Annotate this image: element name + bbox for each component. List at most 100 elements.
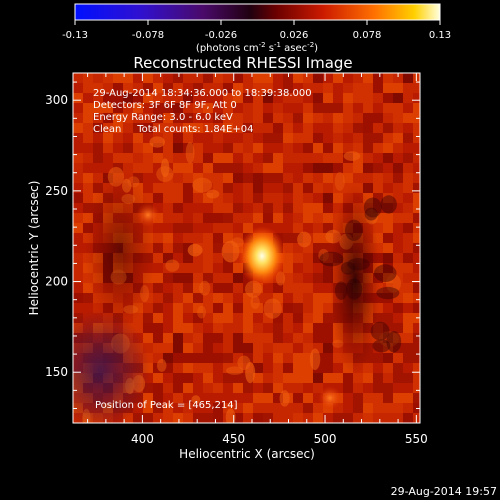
image-pixel xyxy=(163,393,173,403)
image-pixel xyxy=(343,403,353,413)
image-pixel xyxy=(373,393,383,403)
image-pixel xyxy=(403,253,413,263)
image-pixel xyxy=(263,383,273,393)
image-pixel xyxy=(243,193,253,203)
image-pixel xyxy=(393,123,403,133)
image-pixel xyxy=(93,143,103,153)
image-pixel xyxy=(383,213,393,223)
image-pixel xyxy=(283,233,293,243)
image-pixel xyxy=(73,133,83,143)
image-pixel xyxy=(233,193,243,203)
image-pixel xyxy=(283,223,293,233)
image-pixel xyxy=(323,143,333,153)
image-pixel xyxy=(163,123,173,133)
image-pixel xyxy=(153,203,163,213)
image-pixel xyxy=(243,413,253,423)
image-pixel xyxy=(83,103,93,113)
image-pixel xyxy=(173,243,183,253)
colorbar-tick-label: -0.13 xyxy=(62,30,88,41)
y-axis-tick-labels: 150 200 250 300 xyxy=(45,93,68,379)
image-pixel xyxy=(73,213,83,223)
plot-frame xyxy=(72,72,421,424)
image-pixel xyxy=(343,393,353,403)
image-pixel xyxy=(393,223,403,233)
image-pixel xyxy=(393,103,403,113)
image-pixel xyxy=(363,413,373,423)
image-pixel xyxy=(293,323,303,333)
image-pixel xyxy=(243,153,253,163)
image-pixel xyxy=(323,263,333,273)
image-pixel xyxy=(303,243,313,253)
image-pixel xyxy=(403,183,413,193)
image-pixel xyxy=(313,83,323,93)
image-pixel xyxy=(193,303,203,313)
image-pixel xyxy=(413,133,420,143)
image-pixel xyxy=(223,143,233,153)
image-pixel xyxy=(343,73,353,83)
image-pixel xyxy=(203,293,213,303)
image-pixel xyxy=(243,133,253,143)
image-pixel xyxy=(323,113,333,123)
image-pixel xyxy=(313,413,323,423)
image-pixel xyxy=(273,83,283,93)
image-pixel xyxy=(293,273,303,283)
image-pixel xyxy=(293,313,303,323)
image-pixel xyxy=(383,413,393,423)
image-pixel xyxy=(393,193,403,203)
image-pixel xyxy=(253,373,263,383)
image-pixel xyxy=(123,73,133,83)
image-pixel xyxy=(293,263,303,273)
image-pixel xyxy=(213,163,223,173)
image-pixel xyxy=(203,193,213,203)
image-pixel xyxy=(173,163,183,173)
image-pixel xyxy=(393,233,403,243)
image-pixel xyxy=(153,333,163,343)
image-pixel xyxy=(163,303,173,313)
image-pixel xyxy=(213,313,223,323)
image-pixel xyxy=(73,183,83,193)
image-pixel xyxy=(373,413,383,423)
image-pixel xyxy=(393,353,403,363)
image-pixel xyxy=(213,153,223,163)
image-pixel xyxy=(403,393,413,403)
image-pixel xyxy=(303,283,313,293)
image-pixel xyxy=(83,113,93,123)
image-pixel xyxy=(323,323,333,333)
image-pixel xyxy=(73,253,83,263)
image-pixel xyxy=(343,123,353,133)
image-pixel xyxy=(203,83,213,93)
image-pixel xyxy=(183,213,193,223)
image-pixel xyxy=(313,293,323,303)
image-pixel xyxy=(203,203,213,213)
image-pixel xyxy=(303,403,313,413)
peak-source xyxy=(238,226,286,286)
image-pixel xyxy=(363,373,373,383)
image-pixel xyxy=(363,113,373,123)
image-pixel xyxy=(93,153,103,163)
image-pixel xyxy=(123,113,133,123)
image-pixel xyxy=(113,133,123,143)
image-pixel xyxy=(173,383,183,393)
image-pixel xyxy=(173,273,183,283)
image-pixel xyxy=(233,353,243,363)
image-pixel xyxy=(173,173,183,183)
image-pixel xyxy=(403,123,413,133)
image-pixel xyxy=(353,383,363,393)
image-pixel xyxy=(113,83,123,93)
image-pixel xyxy=(163,283,173,293)
image-pixel xyxy=(213,303,223,313)
image-pixel xyxy=(323,93,333,103)
image-pixel xyxy=(293,93,303,103)
image-pixel xyxy=(193,333,203,343)
image-pixel xyxy=(413,153,420,163)
image-pixel xyxy=(193,413,203,423)
image-pixel xyxy=(173,283,183,293)
image-pixel xyxy=(243,213,253,223)
colorbar-gradient xyxy=(74,3,441,21)
image-pixel xyxy=(323,343,333,353)
image-pixel xyxy=(243,183,253,193)
image-pixel xyxy=(373,363,383,373)
image-pixel xyxy=(393,333,403,343)
image-pixel xyxy=(93,103,103,113)
secondary-source xyxy=(318,386,342,410)
